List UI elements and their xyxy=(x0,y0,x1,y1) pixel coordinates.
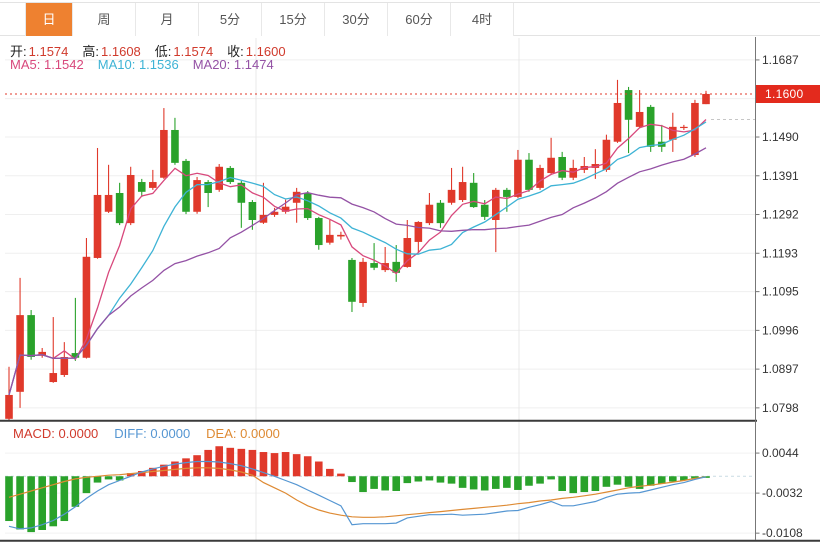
diff-line xyxy=(8,460,707,530)
macd-axis: 0.0044 -0.0032 -0.0108 xyxy=(755,446,803,540)
tab-day[interactable]: 日 xyxy=(25,3,73,36)
ma5-line xyxy=(8,119,707,396)
tab-60min[interactable]: 60分 xyxy=(388,3,451,36)
svg-text:1.1391: 1.1391 xyxy=(762,169,799,183)
svg-text:0.0044: 0.0044 xyxy=(762,446,799,460)
svg-text:1.0897: 1.0897 xyxy=(762,362,799,376)
svg-text:1.1687: 1.1687 xyxy=(762,53,799,67)
svg-text:1.0798: 1.0798 xyxy=(762,401,799,415)
tab-30min[interactable]: 30分 xyxy=(325,3,388,36)
price-axis: 1.16871.15881.14901.13911.12921.11931.10… xyxy=(755,37,799,540)
timeframe-tabbar: 日 周 月 5分 15分 30分 60分 4时 xyxy=(0,2,820,36)
macd-histogram xyxy=(5,446,710,533)
ma20-line xyxy=(8,147,707,396)
svg-text:1.0996: 1.0996 xyxy=(762,323,799,337)
tab-week[interactable]: 周 xyxy=(73,3,136,36)
svg-text:1.1292: 1.1292 xyxy=(762,208,799,222)
svg-text:1.1490: 1.1490 xyxy=(762,130,799,144)
last-price-badge: 1.1600 xyxy=(756,85,820,103)
svg-text:1.1193: 1.1193 xyxy=(762,246,798,260)
panel-frame xyxy=(0,419,820,542)
svg-text:-0.0108: -0.0108 xyxy=(762,526,803,540)
tab-5min[interactable]: 5分 xyxy=(199,3,262,36)
ma10-line xyxy=(8,121,707,396)
tab-15min[interactable]: 15分 xyxy=(262,3,325,36)
svg-text:1.1095: 1.1095 xyxy=(762,285,799,299)
dea-line xyxy=(8,467,707,518)
tab-4hour[interactable]: 4时 xyxy=(451,3,514,36)
svg-text:-0.0032: -0.0032 xyxy=(762,486,803,500)
tab-month[interactable]: 月 xyxy=(136,3,199,36)
